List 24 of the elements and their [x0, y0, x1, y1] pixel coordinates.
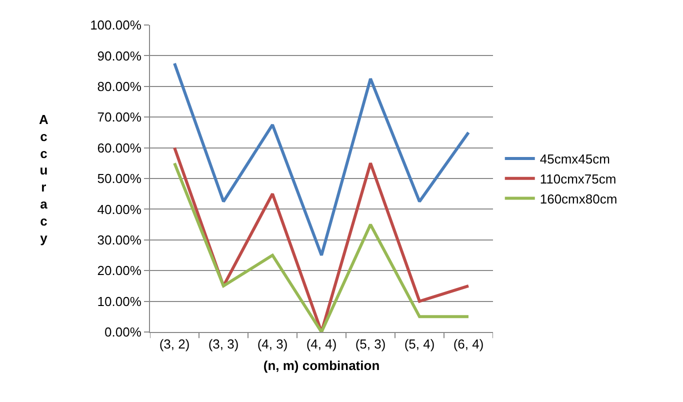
y-tick-label: 50.00% [97, 171, 142, 186]
y-tick-label: 30.00% [97, 232, 142, 248]
x-tick-label: (4, 4) [306, 336, 337, 352]
y-tick-label: 70.00% [97, 110, 142, 125]
y-tick-label: 80.00% [97, 78, 142, 94]
x-tick-label: (5, 3) [355, 336, 386, 352]
y-tick-label: 40.00% [97, 202, 142, 217]
y-tick-label: 60.00% [97, 140, 142, 156]
y-tick-label: 0.00% [104, 324, 142, 340]
y-tick-label: 10.00% [97, 294, 142, 309]
y-axis-title: Accuracy [39, 112, 49, 246]
y-tick-label: 100.00% [90, 18, 142, 33]
x-tick-label: (3, 3) [208, 336, 239, 352]
line-series [173, 62, 470, 257]
x-tick-label: (6, 4) [453, 336, 484, 352]
legend-label: 45cmx45cm [540, 152, 610, 167]
x-tick-label: (4, 3) [257, 336, 288, 352]
y-tick-label: 90.00% [97, 48, 142, 64]
legend-label: 110cmx75cm [540, 171, 616, 186]
x-tick-label: (5, 4) [404, 336, 435, 352]
x-tick-label: (3, 2) [159, 336, 190, 352]
y-tick-label: 20.00% [97, 263, 142, 278]
legend-label: 160cmx80cm [540, 191, 618, 206]
x-axis-title: (n, m) combination [263, 358, 380, 374]
